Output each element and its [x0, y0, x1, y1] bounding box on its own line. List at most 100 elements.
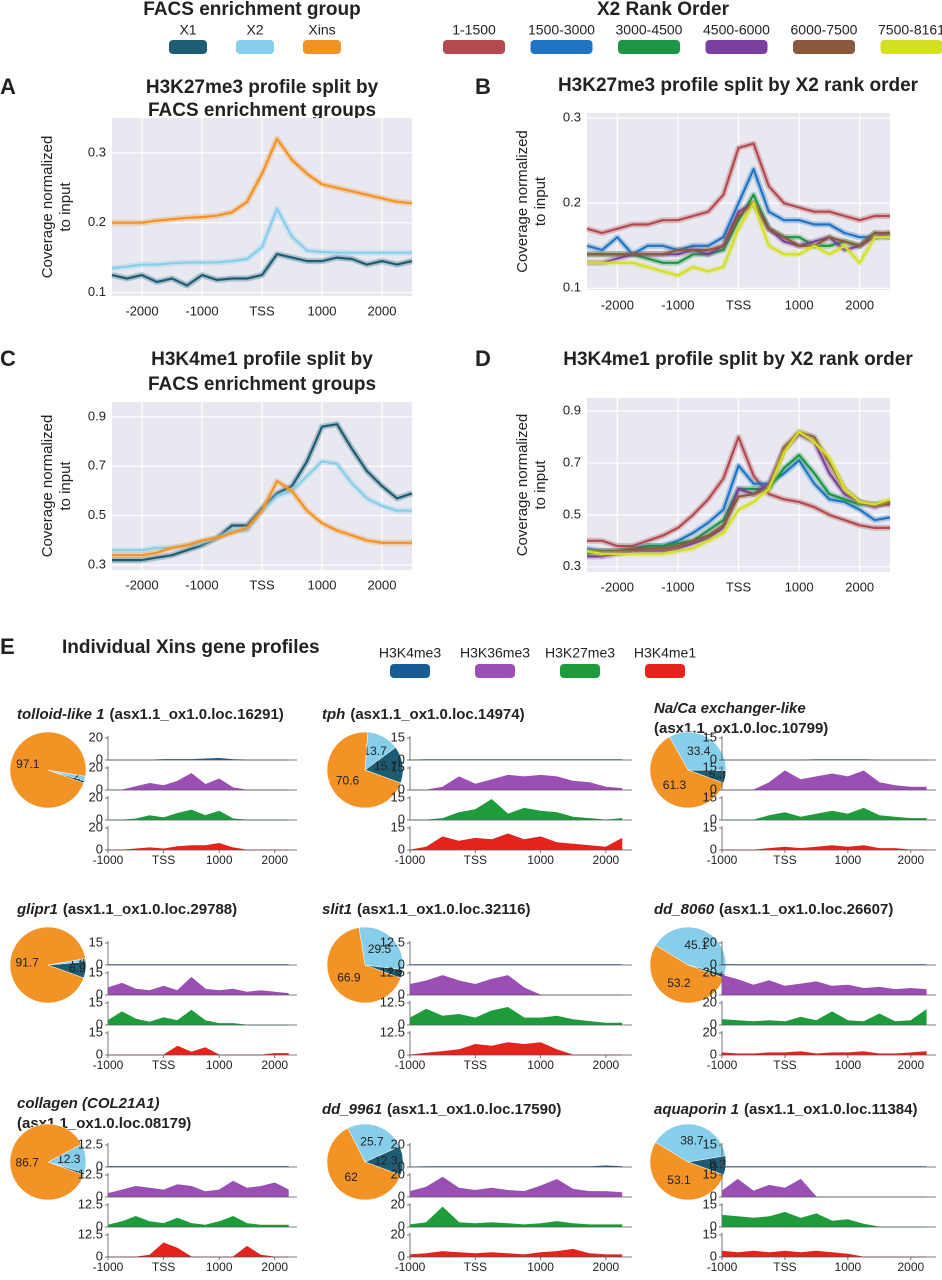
track-profile	[107, 1180, 289, 1194]
y-tick-label: 0	[96, 1188, 103, 1203]
y-tick-label: 15	[391, 789, 405, 804]
gene-title: slit1 (asx1.1_ox1.0.loc.32116)	[322, 901, 530, 918]
y-tick-label: 20	[391, 1196, 405, 1211]
y-tick-label: 20	[703, 934, 717, 949]
y-tick-label: 0	[710, 781, 717, 796]
gene-name: dd_9961	[322, 1101, 382, 1118]
gene-title: dd_9961 (asx1.1_ox1.0.loc.17590)	[322, 1101, 561, 1118]
y-tick-label: 12.5	[78, 1136, 103, 1151]
pie-label: 15.7	[374, 759, 398, 773]
area-fill	[108, 773, 289, 790]
pie-label: 12.3	[374, 1153, 398, 1167]
legend-title: X2 Rank Order	[597, 0, 730, 20]
pie-label: 91.7	[16, 955, 40, 969]
y-tick-label: 0	[710, 841, 717, 856]
section-title: Individual Xins gene profiles	[62, 637, 320, 658]
x-tick-label: -1000	[395, 1260, 426, 1274]
x-tick-label: 2000	[897, 1058, 924, 1072]
pie-label: 2	[74, 769, 81, 783]
track-profile	[409, 1248, 623, 1256]
x-tick-label: 2000	[368, 303, 397, 318]
y-tick-label: 0	[96, 1218, 103, 1233]
pie-label: 5.3	[709, 768, 726, 782]
x-tick-label: 1000	[785, 579, 814, 594]
gene-name: Na/Ca exchanger-like	[654, 700, 806, 717]
pie-label: 53.1	[667, 1173, 691, 1187]
legend-swatch	[618, 40, 680, 54]
track-profile	[722, 807, 927, 821]
gene-title: glipr1 (asx1.1_ox1.0.loc.29788)	[16, 901, 237, 918]
gene-name: aquaporin 1	[654, 1101, 739, 1118]
x-tick-label: 1000	[527, 1260, 554, 1274]
track-profile	[409, 833, 623, 851]
gene-locus: (asx1.1_ox1.0.loc.11384)	[744, 1101, 917, 1118]
pie-label: 6.9	[69, 961, 86, 975]
y-tick-label: 15	[703, 729, 717, 744]
y-tick-label: 15	[703, 1136, 717, 1151]
x-tick-label: -1000	[395, 1058, 426, 1072]
x-tick-label: -2000	[601, 297, 634, 312]
y-tick-label: 12.5	[380, 994, 405, 1009]
y-tick-label: 0	[96, 1248, 103, 1263]
y-tick-label: 0.5	[563, 506, 581, 521]
x-tick-label: -1000	[93, 1260, 124, 1274]
pie-label: 25.7	[360, 1134, 384, 1148]
y-tick-label: 0	[398, 841, 405, 856]
area-fill	[108, 977, 289, 995]
track-profile	[107, 976, 289, 994]
area-fill	[410, 1042, 623, 1055]
x-tick-label: 2000	[261, 853, 288, 867]
area-fill	[410, 1177, 623, 1197]
x-tick-label: TSS	[726, 579, 752, 594]
legend-label: 3000-4500	[616, 22, 683, 38]
x-tick-label: 2000	[897, 1260, 924, 1274]
pie-label: 53.2	[667, 976, 691, 990]
pie-slice	[649, 736, 725, 809]
track-profile	[409, 1206, 623, 1226]
gene-name: tph	[322, 706, 345, 723]
x-tick-label: 1000	[835, 1058, 862, 1072]
x-tick-label: 1000	[785, 297, 814, 312]
x-tick-label: 1000	[308, 303, 337, 318]
x-tick-label: TSS	[773, 1058, 796, 1072]
y-tick-label: 15	[391, 729, 405, 744]
y-tick-label: 0.1	[88, 284, 106, 299]
x-tick-label: 2000	[593, 1058, 620, 1072]
y-tick-label: 12.5	[78, 1226, 103, 1241]
y-tick-label: 15	[89, 964, 103, 979]
x-tick-label: TSS	[464, 1058, 487, 1072]
pie-label: 61.3	[663, 778, 687, 792]
y-axis-label: to input	[532, 176, 549, 226]
y-tick-label: 0.3	[88, 144, 106, 159]
legend-label: X1	[179, 22, 196, 38]
y-tick-label: 0	[710, 986, 717, 1001]
pie-slice	[655, 1123, 726, 1163]
area-fill	[722, 845, 927, 850]
y-tick-label: 12.5	[78, 1196, 103, 1211]
y-tick-label: 0	[96, 811, 103, 826]
pie-slice	[649, 944, 725, 1004]
x-tick-label: -1000	[93, 853, 124, 867]
series-line	[587, 202, 890, 256]
pie-slice	[649, 1141, 725, 1201]
legend-label: H3K27me3	[545, 645, 615, 661]
y-tick-label: 20	[89, 789, 103, 804]
y-tick-label: 0	[710, 956, 717, 971]
y-tick-label: 0	[398, 1158, 405, 1173]
gene-locus: (asx1.1_ox1.0.loc.10799)	[654, 720, 828, 737]
gene-name: tolloid-like 1	[17, 706, 105, 723]
y-tick-label: 15	[703, 789, 717, 804]
gene-locus: (asx1.1_ox1.0.loc.26607)	[719, 901, 893, 918]
legend-swatch	[880, 40, 942, 54]
y-tick-label: 12.5	[380, 964, 405, 979]
y-axis-label: Coverage normalized	[39, 136, 56, 279]
panel-letter: C	[0, 346, 16, 371]
area-fill	[108, 1046, 289, 1055]
pie-label: 97.1	[16, 757, 40, 771]
y-tick-label: 20	[391, 1166, 405, 1181]
area-fill	[722, 770, 927, 790]
x-tick-label: -1000	[395, 853, 426, 867]
pie-label: 38.7	[680, 1134, 704, 1148]
pie-label: 66.9	[337, 970, 361, 984]
track-profile	[410, 774, 623, 791]
